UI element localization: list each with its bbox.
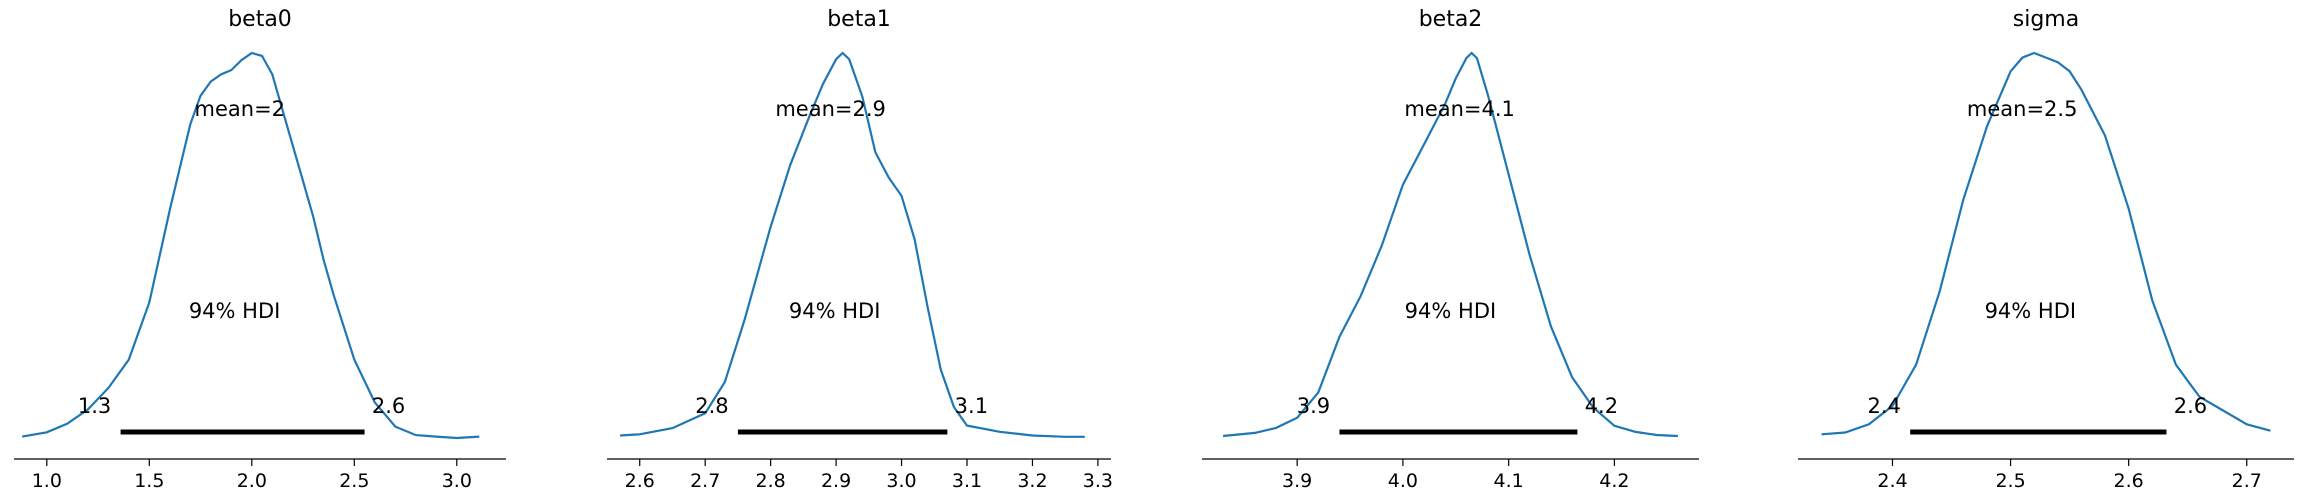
x-tick-label: 1.0	[32, 470, 62, 492]
mean-label: mean=2.5	[1967, 97, 2078, 121]
panel-title: beta2	[1419, 7, 1483, 32]
x-tick-label: 2.7	[2232, 470, 2262, 492]
x-tick-label: 2.0	[237, 470, 267, 492]
mean-label: mean=2.9	[775, 97, 886, 121]
x-tick-label: 3.2	[1017, 470, 1047, 492]
hdi-label: 94% HDI	[789, 299, 881, 323]
panel-title: beta0	[228, 7, 292, 32]
density-line	[620, 51, 1085, 438]
panel-title: beta1	[827, 7, 891, 32]
x-tick-label: 3.0	[442, 470, 472, 492]
x-tick-label: 2.7	[690, 470, 720, 492]
x-tick-label: 4.0	[1388, 470, 1418, 492]
x-tick-label: 4.2	[1599, 470, 1629, 492]
x-tick-label: 2.8	[756, 470, 786, 492]
x-tick-label: 3.9	[1282, 470, 1312, 492]
hdi-low-label: 2.4	[1867, 394, 1900, 418]
hdi-high-label: 4.2	[1585, 394, 1618, 418]
x-tick-label: 2.6	[625, 470, 655, 492]
x-tick-label: 1.5	[134, 470, 164, 492]
x-tick-label: 2.5	[1995, 470, 2025, 492]
x-tick-label: 2.5	[339, 470, 369, 492]
hdi-label: 94% HDI	[1405, 299, 1497, 323]
panel-title: sigma	[2013, 7, 2079, 32]
x-tick-label: 2.6	[2114, 470, 2144, 492]
x-tick-label: 3.3	[1083, 470, 1113, 492]
density-line	[1821, 51, 2271, 436]
x-tick-label: 2.4	[1877, 470, 1907, 492]
density-line	[22, 51, 480, 440]
x-tick-label: 3.1	[952, 470, 982, 492]
mean-label: mean=2	[195, 97, 286, 121]
density-line	[1222, 51, 1678, 438]
hdi-label: 94% HDI	[1985, 299, 2077, 323]
hdi-low-label: 3.9	[1297, 394, 1330, 418]
x-tick-label: 4.1	[1494, 470, 1524, 492]
hdi-high-label: 2.6	[372, 394, 405, 418]
hdi-low-label: 2.8	[695, 394, 728, 418]
hdi-low-label: 1.3	[78, 394, 111, 418]
x-tick-label: 3.0	[886, 470, 916, 492]
hdi-label: 94% HDI	[189, 299, 281, 323]
hdi-high-label: 2.6	[2174, 394, 2207, 418]
mean-label: mean=4.1	[1404, 97, 1515, 121]
hdi-high-label: 3.1	[955, 394, 988, 418]
x-tick-label: 2.9	[821, 470, 851, 492]
